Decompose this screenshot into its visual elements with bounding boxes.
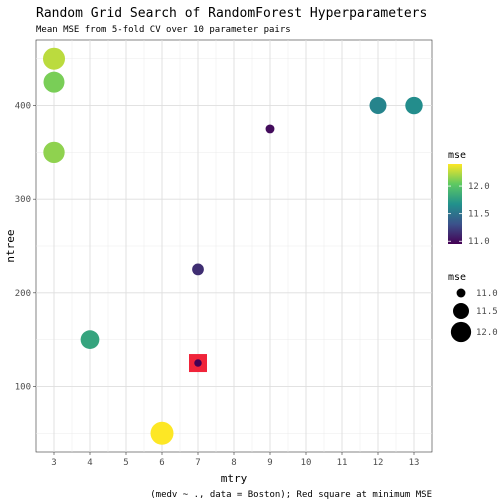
color-legend-label: 12.0 bbox=[468, 182, 490, 192]
chart-title: Random Grid Search of RandomForest Hyper… bbox=[36, 6, 427, 21]
color-legend-label: 11.5 bbox=[468, 210, 490, 220]
x-tick-label: 9 bbox=[267, 458, 272, 468]
data-point bbox=[192, 263, 204, 276]
x-axis: 3 4 5 6 7 8 9 10 11 12 13 bbox=[51, 452, 419, 468]
color-legend-title: mse bbox=[448, 150, 466, 161]
x-tick-label: 5 bbox=[123, 458, 128, 468]
y-tick-label: 400 bbox=[15, 102, 31, 112]
data-point bbox=[369, 97, 387, 115]
x-tick-label: 13 bbox=[409, 458, 420, 468]
data-point bbox=[405, 96, 423, 115]
x-tick-label: 8 bbox=[231, 458, 236, 468]
chart-caption: (medv ~ ., data = Boston); Red square at… bbox=[150, 490, 432, 500]
x-axis-label: mtry bbox=[221, 472, 248, 485]
x-tick-label: 10 bbox=[301, 458, 312, 468]
y-tick-label: 200 bbox=[15, 289, 31, 299]
size-legend-label: 11.0 bbox=[476, 289, 498, 299]
y-tick-label: 100 bbox=[15, 382, 31, 392]
data-point bbox=[194, 359, 202, 367]
point-layer bbox=[42, 47, 423, 445]
chart-subtitle: Mean MSE from 5-fold CV over 10 paramete… bbox=[36, 25, 291, 35]
size-legend-label: 11.5 bbox=[476, 307, 498, 317]
grid-layer bbox=[36, 40, 432, 452]
data-point bbox=[43, 141, 65, 164]
size-legend-key bbox=[452, 302, 470, 320]
x-tick-label: 4 bbox=[87, 458, 92, 468]
data-point bbox=[150, 421, 174, 445]
y-axis-label: ntree bbox=[4, 229, 17, 262]
x-tick-label: 7 bbox=[195, 458, 200, 468]
y-tick-label: 300 bbox=[15, 195, 31, 205]
y-axis: 100 200 300 400 bbox=[15, 102, 36, 392]
data-point bbox=[43, 71, 65, 93]
size-legend-title: mse bbox=[448, 272, 466, 283]
x-tick-label: 12 bbox=[373, 458, 384, 468]
color-legend: mse 11.0 11.5 12.0 bbox=[448, 150, 490, 247]
size-legend-label: 12.0 bbox=[476, 328, 498, 338]
x-tick-label: 11 bbox=[337, 458, 348, 468]
color-legend-bar bbox=[448, 164, 462, 244]
size-legend-key bbox=[456, 288, 466, 298]
data-point bbox=[80, 330, 100, 349]
data-point bbox=[42, 47, 66, 70]
size-legend-key bbox=[450, 321, 472, 343]
size-legend: mse 11.0 11.5 12.0 bbox=[448, 272, 498, 343]
color-legend-label: 11.0 bbox=[468, 237, 490, 247]
x-tick-label: 6 bbox=[159, 458, 164, 468]
x-tick-label: 3 bbox=[51, 458, 56, 468]
data-point bbox=[265, 124, 275, 134]
